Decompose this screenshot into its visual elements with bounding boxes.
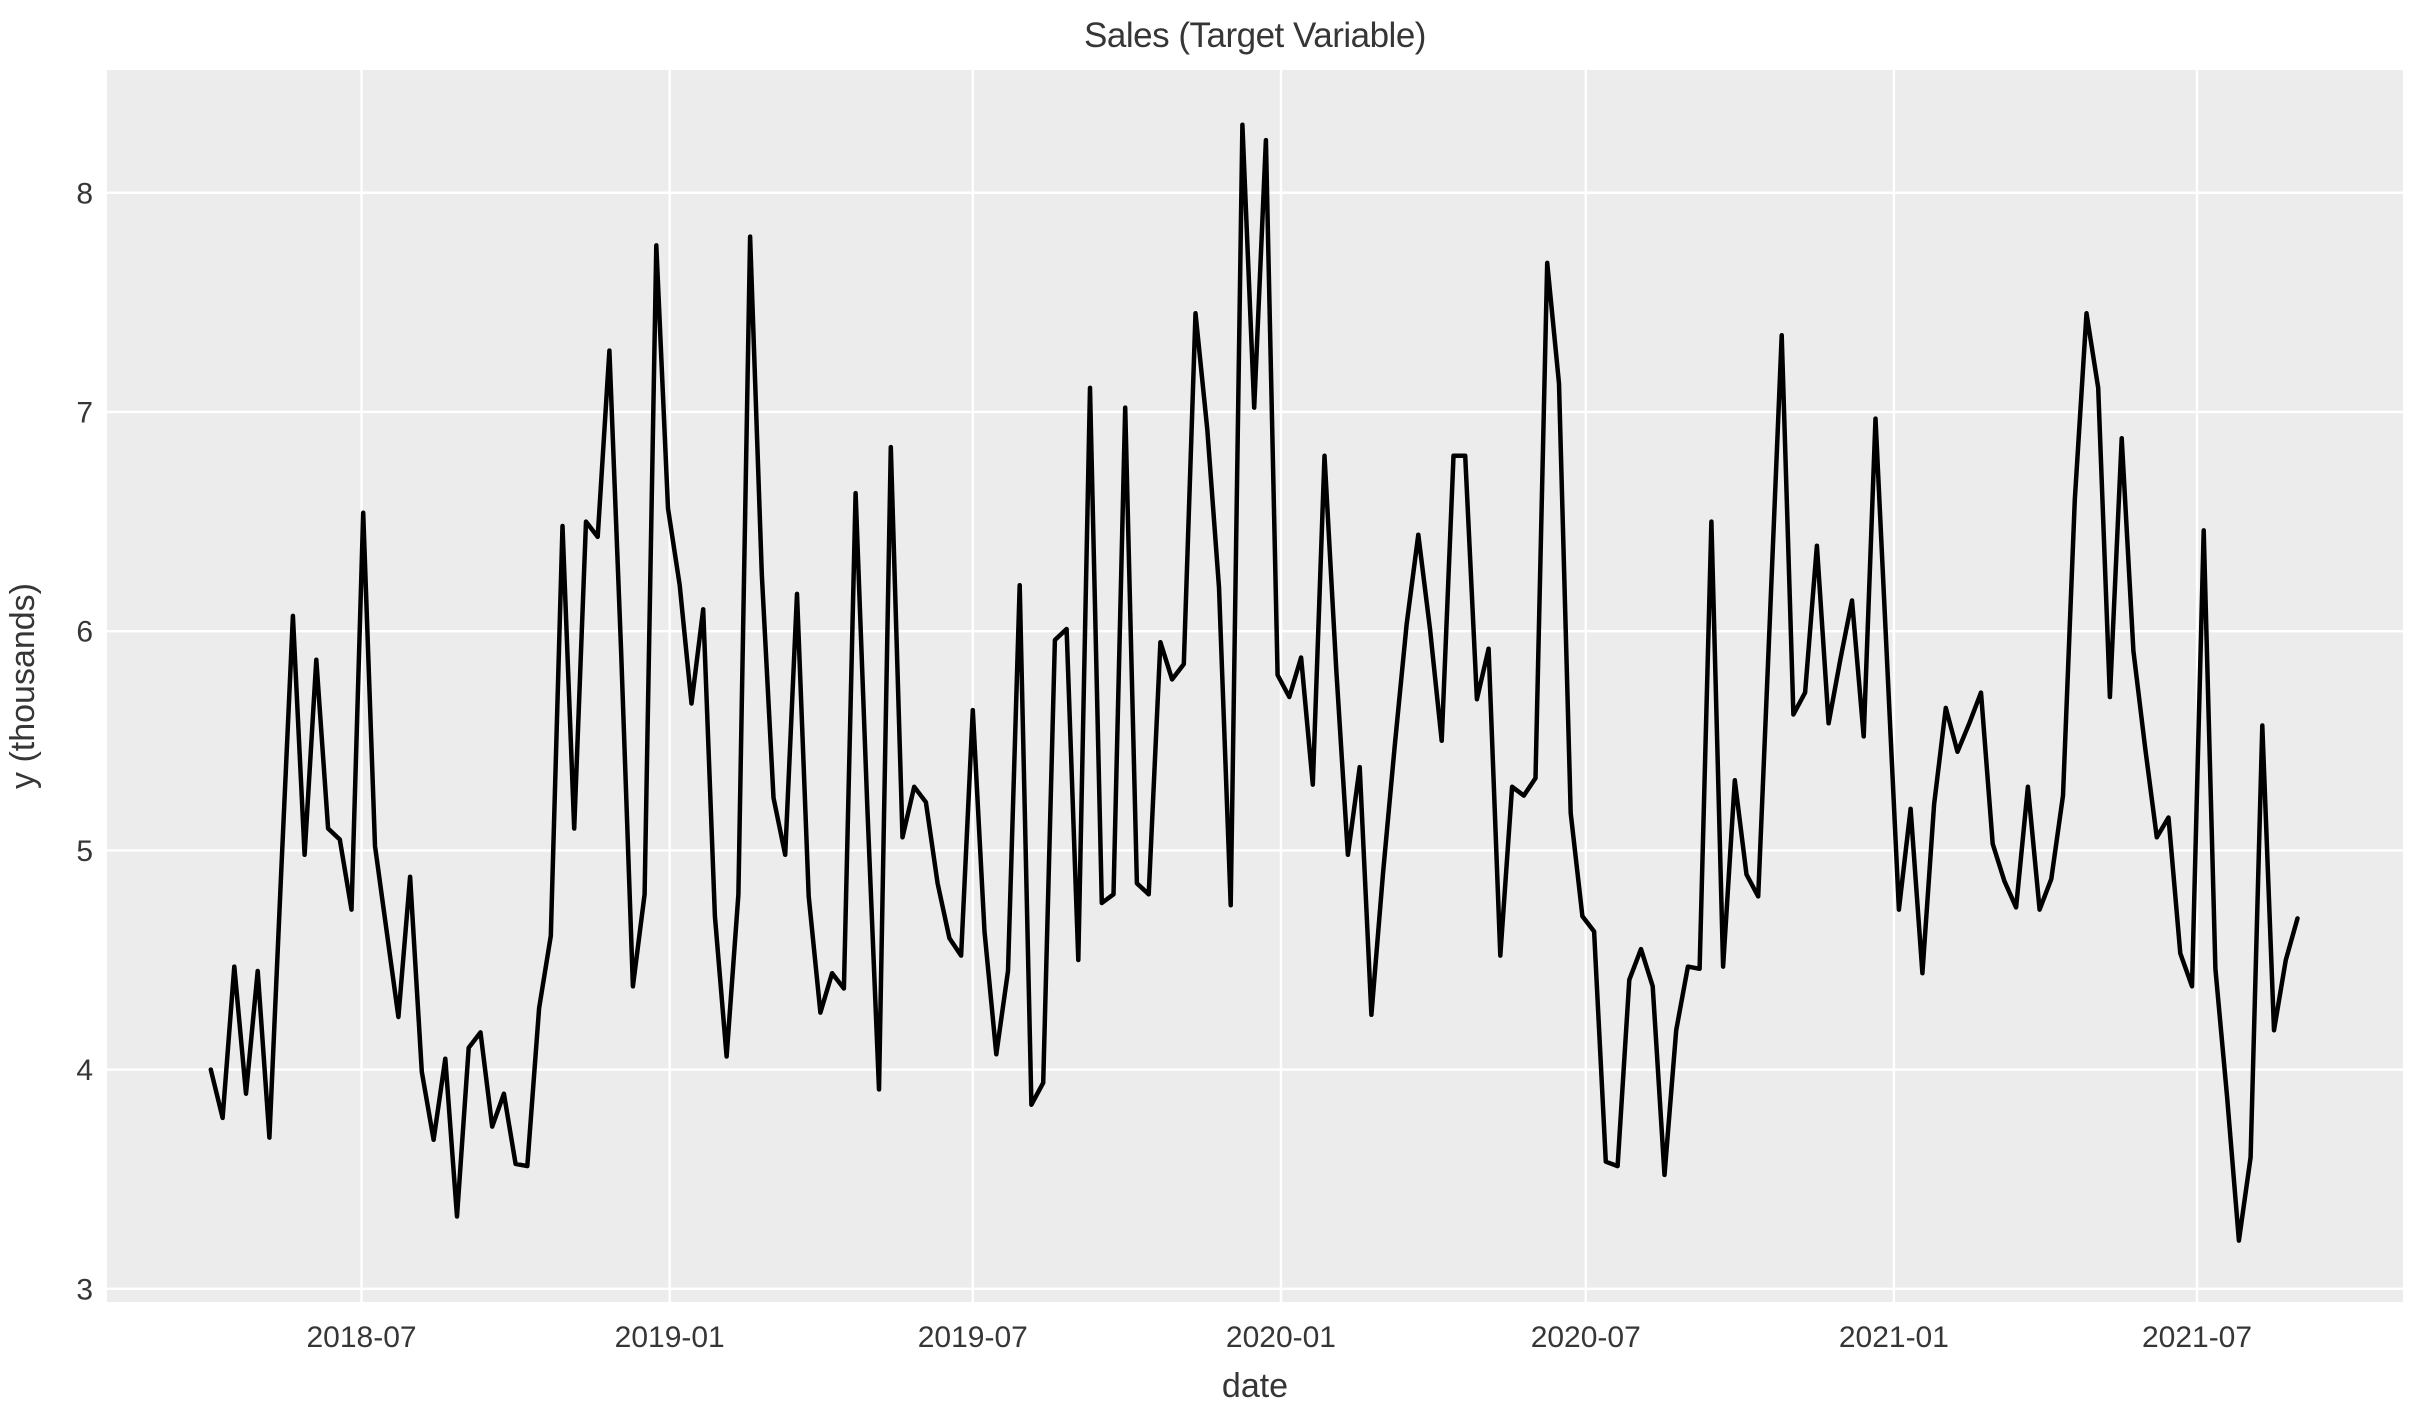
y-tick-label: 3 [76, 1273, 93, 1306]
sales-series-line [208, 122, 2300, 1243]
tick-layer: 3 4 5 6 7 8 2018-07 2019-01 2019-07 2020-01 2020-0… [76, 177, 2252, 1354]
x-tick-label: 2021-01 [1839, 1321, 1949, 1354]
y-tick-label: 8 [76, 177, 93, 210]
x-tick-label: 2021-07 [2142, 1321, 2252, 1354]
x-tick-label: 2019-01 [615, 1321, 725, 1354]
y-axis-label: y (thousands) [4, 583, 42, 789]
x-tick-label: 2020-07 [1531, 1321, 1641, 1354]
x-axis-label: date [1222, 1367, 1288, 1405]
y-tick-label: 4 [76, 1054, 93, 1087]
y-tick-label: 5 [76, 835, 93, 868]
y-tick-label: 7 [76, 396, 93, 429]
chart-title: Sales (Target Variable) [1084, 16, 1426, 55]
x-tick-label: 2020-01 [1226, 1321, 1336, 1354]
y-tick-label: 6 [76, 616, 93, 649]
x-tick-label: 2019-07 [918, 1321, 1028, 1354]
x-tick-label: 2018-07 [306, 1321, 416, 1354]
